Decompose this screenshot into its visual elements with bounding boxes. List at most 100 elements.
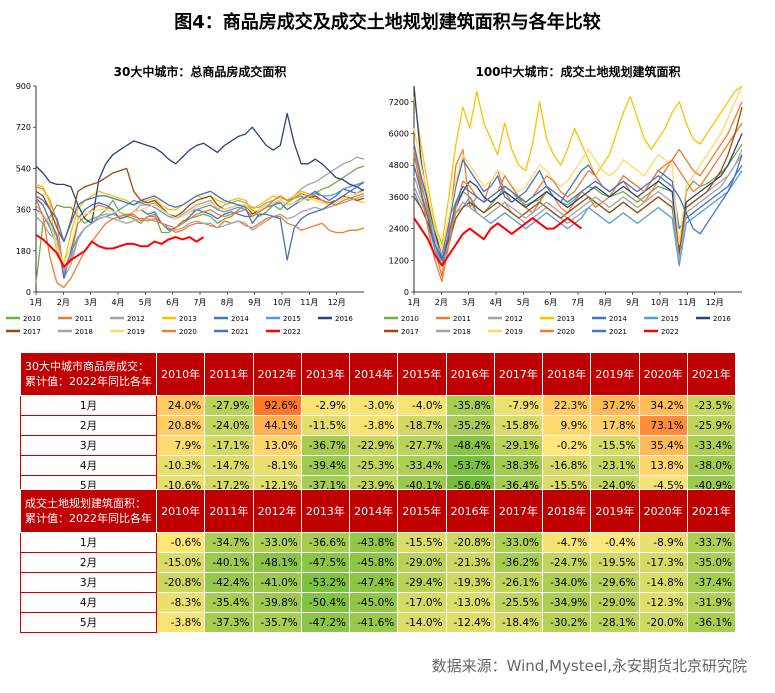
chart30-title: 30大中城市：总商品房成交面积 (114, 64, 287, 79)
tableland-cell: -0.6% (155, 532, 206, 553)
table30-cell: -25.9% (686, 415, 737, 436)
chart30-legend-label: 2017 (23, 328, 41, 336)
table30-cell: -15.8% (493, 415, 544, 436)
tableland-cell: -17.0% (397, 592, 447, 613)
tableland-cell: -21.3% (445, 552, 495, 573)
tableland-cell: -41.0% (252, 572, 302, 593)
chart30-series-2016 (35, 112, 365, 224)
table30-column-header: 2017年 (493, 352, 544, 396)
table30-cell: 22.3% (541, 395, 592, 416)
chart100-series-2022 (413, 217, 583, 267)
tableland-column-header: 2012年 (252, 489, 302, 533)
tableland-cell: -14.0% (397, 612, 447, 633)
table-land-yoy: 成交土地规划建筑面积：累计值：2022年同比各年 2010年 2011年 2012年 2… (20, 489, 737, 633)
tableland-row: 1月 -0.6% -34.7% -33.0% -36.6% -43.8% -15.5% -20… (20, 532, 737, 553)
table-30-cities-yoy: 30大中城市商品房成交：累计值：2022年同比各年 2010年 2011年 2012年… (20, 352, 737, 496)
tableland-cell: -12.4% (445, 612, 495, 633)
tableland-cell: -36.1% (686, 612, 737, 633)
chart100-x-tick: 1月 (407, 298, 420, 307)
table30-row: 2月 20.8% -24.0% 44.1% -11.5% -3.8% -18.7% -35.2… (20, 415, 737, 436)
table30-cell: -48.4% (445, 435, 495, 456)
tableland-cell: -13.0% (445, 592, 495, 613)
tableland-column-header: 2021年 (686, 489, 737, 533)
tableland-cell: -35.4% (204, 592, 254, 613)
tableland-cell: -36.2% (493, 552, 544, 573)
tableland-cell: -42.4% (204, 572, 254, 593)
table30-cell: -35.2% (445, 415, 495, 436)
chart30-x-tick: 6月 (166, 298, 179, 307)
chart100-series-2019 (413, 85, 743, 251)
chart30-y-tick: 900 (16, 82, 31, 91)
tableland-cell: -34.0% (541, 572, 592, 593)
chart100-series-2021 (413, 154, 743, 261)
tableland-cell: -43.8% (348, 532, 399, 553)
table30-cell: 24.0% (155, 395, 206, 416)
table30-row-label: 3月 (20, 435, 157, 456)
chart30-series-2013 (35, 183, 365, 266)
chart30-y-tick: 720 (16, 123, 31, 132)
chart30-x-tick: 12月 (328, 298, 346, 307)
table30-cell: -8.1% (252, 455, 302, 476)
tableland-cell: -19.5% (590, 552, 640, 573)
chart100-legend-label: 2019 (505, 328, 523, 336)
table30-cell: 13.8% (638, 455, 688, 476)
chart100-x-tick: 7月 (571, 298, 584, 307)
table30-cell: 13.0% (252, 435, 302, 456)
chart30-legend-label: 2022 (283, 328, 301, 336)
chart100-legend-label: 2020 (557, 328, 575, 336)
tableland-cell: -20.8% (445, 532, 495, 553)
tableland-cell: -20.8% (155, 572, 206, 593)
table30-cell: -25.3% (348, 455, 399, 476)
tableland-cell: -50.4% (300, 592, 351, 613)
table30-column-header: 2019年 (590, 352, 640, 396)
table30-column-header: 2014年 (348, 352, 399, 396)
chart100-x-tick: 9月 (626, 298, 639, 307)
tableland-cell: -34.9% (541, 592, 592, 613)
table30-cell: 34.2% (638, 395, 688, 416)
table30-row-label: 1月 (20, 395, 157, 416)
chart30-x-tick: 2月 (57, 298, 70, 307)
tableland-column-header: 2018年 (541, 489, 592, 533)
tableland-cell: -24.7% (541, 552, 592, 573)
tableland-cell: -8.9% (638, 532, 688, 553)
table30-cell: -0.2% (541, 435, 592, 456)
chart100-y-tick: 6000 (389, 130, 409, 139)
chart30-x-tick: 1月 (29, 298, 42, 307)
chart100-legend-label: 2011 (453, 315, 471, 323)
tableland-column-header: 2019年 (590, 489, 640, 533)
chart30-y-tick: 0 (26, 288, 31, 297)
source-note: 数据来源：Wind,Mysteel,永安期货北京研究院 (431, 657, 747, 675)
table30-row-label: 4月 (20, 455, 157, 476)
chart100-y-tick: 3600 (389, 193, 409, 202)
tableland-cell: -15.5% (397, 532, 447, 553)
chart100-x-tick: 5月 (517, 298, 530, 307)
chart-100-cities-land: 100中大城市：成交土地规划建筑面积 0 1200 2400 3600 4800 6000 7… (378, 60, 750, 350)
tableland-cell: -40.1% (204, 552, 254, 573)
table30-column-header: 2010年 (155, 352, 206, 396)
table30-cell: -15.5% (590, 435, 640, 456)
chart30-x-tick: 8月 (221, 298, 234, 307)
tableland-column-header: 2014年 (348, 489, 399, 533)
chart30-series-2021 (35, 181, 365, 261)
tableland-cell: -17.3% (638, 552, 688, 573)
table30-cell: 92.6% (252, 395, 302, 416)
tableland-cell: -18.4% (493, 612, 544, 633)
tableland-column-header: 2016年 (445, 489, 495, 533)
tableland-row: 2月 -15.0% -40.1% -48.1% -47.5% -45.8% -29.0% -2… (20, 552, 737, 573)
table30-column-header: 2018年 (541, 352, 592, 396)
chart30-legend-label: 2010 (23, 315, 41, 323)
tableland-column-header: 2017年 (493, 489, 544, 533)
table30-cell: -10.3% (155, 455, 206, 476)
chart100-x-tick: 4月 (489, 298, 502, 307)
chart100-x-tick: 3月 (462, 298, 475, 307)
tableland-cell: -47.5% (300, 552, 351, 573)
tableland-cell: -29.4% (397, 572, 447, 593)
chart30-x-tick: 4月 (111, 298, 124, 307)
tableland-cell: -37.4% (686, 572, 737, 593)
figure-title: 图4：商品房成交及成交土地规划建筑面积与各年比较 (174, 12, 601, 33)
table30-cell: -22.9% (348, 435, 399, 456)
tableland-cell: -33.0% (252, 532, 302, 553)
tableland-cell: -34.7% (204, 532, 254, 553)
tableland-cell: -45.0% (348, 592, 399, 613)
table30-row-label: 2月 (20, 415, 157, 436)
